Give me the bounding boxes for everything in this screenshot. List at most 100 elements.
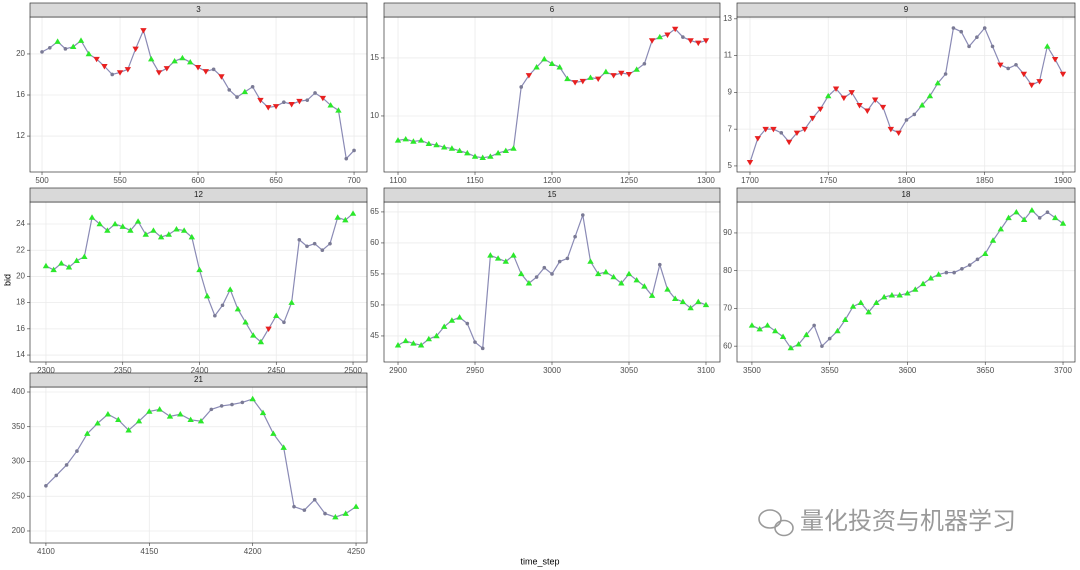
hold-marker [328, 241, 332, 246]
sell-marker [194, 65, 202, 71]
y-tick-label: 20 [16, 272, 25, 281]
hold-marker [642, 61, 647, 66]
buy-marker [111, 220, 119, 227]
hold-marker [305, 98, 310, 102]
y-tick-label: 350 [12, 422, 26, 431]
sell-marker [101, 64, 108, 70]
buy-marker [84, 430, 91, 436]
sell-marker [525, 73, 533, 79]
sell-marker [218, 74, 225, 80]
hold-marker [313, 91, 317, 95]
hold-marker [48, 45, 52, 50]
strip [29, 187, 368, 203]
buy-marker [187, 416, 194, 423]
hold-marker [75, 449, 79, 453]
y-tick-label: 45 [370, 331, 379, 340]
buy-marker [203, 292, 211, 299]
hold-marker [959, 29, 964, 34]
y-tick-label: 7 [728, 124, 733, 133]
buy-marker [352, 503, 360, 509]
hold-marker [312, 241, 317, 246]
buy-marker [525, 280, 533, 286]
x-tick-label: 550 [113, 176, 127, 185]
buy-marker [42, 262, 50, 269]
buy-marker [587, 258, 594, 264]
y-tick-label: 60 [370, 238, 379, 247]
buy-marker [656, 33, 663, 40]
hold-marker [473, 340, 477, 344]
x-tick-label: 2450 [267, 366, 285, 375]
x-tick-label: 3100 [697, 366, 715, 375]
hold-marker [943, 72, 948, 76]
buy-marker [335, 107, 342, 113]
buy-marker [456, 147, 463, 154]
buy-marker [180, 227, 188, 233]
strip [736, 2, 1076, 18]
buy-marker [795, 341, 802, 347]
buy-marker [842, 316, 849, 322]
sell-marker [625, 71, 633, 78]
strip-label: 15 [548, 190, 557, 199]
hold-marker [542, 265, 547, 270]
buy-marker [187, 58, 194, 65]
buy-marker [633, 276, 640, 283]
buy-marker [448, 145, 456, 151]
strip-label: 12 [194, 190, 203, 199]
buy-marker [119, 223, 126, 229]
buy-marker [156, 406, 163, 412]
x-tick-label: 4150 [140, 547, 158, 556]
hold-marker [297, 237, 302, 242]
y-tick-label: 65 [370, 207, 379, 216]
buy-marker [288, 299, 295, 305]
watermark: 量化投资与机器学习 [800, 507, 1016, 535]
buy-marker [648, 292, 656, 298]
hold-marker [63, 47, 68, 51]
buy-marker [96, 220, 103, 227]
buy-marker [280, 444, 287, 450]
buy-marker [402, 135, 409, 142]
buy-marker [394, 342, 402, 348]
sell-marker [140, 28, 147, 34]
buy-marker [70, 43, 77, 50]
x-tick-label: 1750 [819, 176, 837, 185]
y-tick-label: 90 [723, 228, 732, 237]
panel-background [737, 202, 1075, 362]
sell-marker [848, 90, 855, 96]
buy-marker [857, 299, 865, 305]
y-tick-label: 50 [370, 300, 379, 309]
sell-marker [762, 126, 769, 133]
hold-marker [912, 112, 917, 117]
buy-marker [502, 147, 510, 154]
y-tick-label: 9 [728, 87, 733, 96]
buy-marker [934, 79, 941, 86]
hold-marker [352, 148, 356, 153]
panel: 14 16 18 20 22 24 2300 2350 2400 2450 2500 12 [16, 187, 368, 375]
hold-marker [557, 259, 562, 264]
y-tick-label: 250 [12, 491, 26, 500]
y-tick-label: 10 [370, 111, 379, 120]
buy-marker [671, 295, 679, 301]
strip [383, 2, 721, 18]
buy-marker [610, 273, 617, 280]
strip-label: 3 [196, 5, 201, 14]
sell-marker [887, 126, 895, 133]
buy-marker [242, 319, 249, 325]
hold-marker [1037, 216, 1042, 220]
buy-marker [602, 68, 610, 75]
hold-marker [110, 72, 115, 77]
buy-marker [1052, 214, 1059, 221]
hold-marker [967, 263, 972, 267]
sell-marker [856, 103, 863, 109]
buy-marker [625, 270, 633, 277]
buy-marker [177, 411, 184, 417]
buy-marker [602, 268, 610, 275]
sell-marker [1028, 82, 1035, 89]
strip-label: 6 [550, 5, 555, 14]
sell-marker [1036, 79, 1043, 85]
y-tick-label: 15 [370, 53, 379, 62]
hold-marker [1045, 210, 1050, 214]
hold-marker [904, 118, 909, 122]
sell-marker [288, 102, 295, 108]
buy-marker [259, 409, 267, 416]
buy-marker [134, 218, 142, 224]
